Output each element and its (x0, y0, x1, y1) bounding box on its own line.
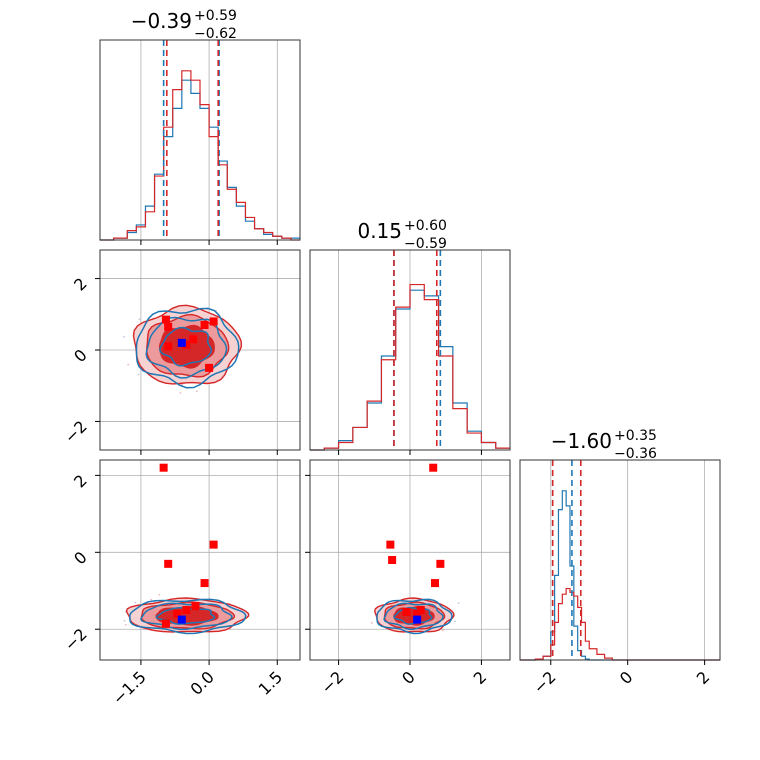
marker-red (200, 579, 209, 588)
sample-speck (441, 629, 444, 632)
sample-speck (123, 619, 126, 622)
sample-speck (195, 390, 198, 393)
x-tick-label: 1.5 (255, 667, 286, 698)
x-tick-label: 0 (616, 667, 637, 688)
x-tick-label: 0 (398, 667, 419, 688)
marker-red (164, 322, 173, 331)
sample-speck (179, 392, 182, 394)
scatter-panel-r1c0 (99, 249, 301, 451)
sample-speck (124, 623, 127, 626)
marker-red (189, 335, 198, 344)
hist-panel-3: −1.60 +0.35 −0.36 (519, 428, 721, 661)
marker-red (161, 315, 170, 324)
contour-blue-inner (155, 606, 216, 625)
panel-title-upper-error: +0.35 (614, 428, 657, 444)
x-tick-label: −2 (529, 667, 559, 697)
y-tick-label: 2 (70, 471, 91, 492)
contour-blue-outer (135, 307, 240, 389)
x-tick-label: −1.5 (109, 667, 150, 708)
sample-speck (181, 383, 183, 386)
scatter-panel-r2c1 (309, 459, 511, 661)
marker-red (209, 540, 218, 549)
sample-speck (457, 602, 460, 605)
marker-blue (177, 615, 186, 624)
marker-red (200, 321, 209, 329)
marker-blue (413, 615, 422, 624)
histogram-blue (520, 490, 720, 661)
marker-red (182, 606, 191, 614)
panel-content (100, 250, 300, 450)
marker-red (413, 609, 422, 618)
sample-speck (134, 601, 137, 604)
marker-red (159, 463, 168, 472)
histogram-red (310, 283, 510, 451)
panel-title-value: 0.15 (357, 219, 402, 243)
x-tick-label: 2 (693, 667, 714, 688)
marker-red (161, 619, 170, 628)
contour-blue-outer (376, 598, 453, 635)
marker-red (209, 317, 218, 326)
marker-red (164, 559, 173, 568)
sample-speck (370, 622, 373, 624)
panel-title-value: −0.39 (131, 9, 192, 33)
marker-red (386, 540, 395, 549)
marker-red (205, 363, 214, 372)
histogram-red (520, 587, 720, 661)
axes-frame (99, 39, 301, 241)
panel-title-lower-error: −0.59 (404, 236, 447, 252)
y-tick-label: −2 (61, 417, 91, 447)
scatter-panel-r2c0 (99, 459, 301, 661)
panel-title-upper-error: +0.59 (194, 8, 237, 24)
axes-frame (99, 459, 301, 661)
marker-red (431, 579, 439, 588)
panel-content (100, 460, 300, 660)
panel-title-upper-error: +0.60 (404, 218, 447, 234)
x-tick-label: 2 (470, 667, 491, 688)
sample-speck (137, 373, 140, 376)
contour-red-inner (155, 606, 219, 626)
marker-red (436, 559, 445, 568)
marker-red (191, 602, 200, 611)
marker-red (164, 342, 173, 351)
panel-title-lower-error: −0.62 (194, 26, 237, 42)
contour-blue-outer (129, 598, 247, 635)
panel-title-value: −1.60 (551, 429, 612, 453)
sample-speck (454, 620, 456, 623)
marker-red (182, 340, 191, 349)
sample-speck (138, 318, 141, 321)
y-tick-label: −2 (61, 625, 91, 655)
hist-panel-1: −0.39 +0.59 −0.62 (99, 8, 301, 241)
axes-frame (519, 459, 721, 661)
hist-panel-2: 0.15 +0.60 −0.59 (309, 218, 511, 451)
x-tick-label: −2 (317, 667, 347, 697)
sample-speck (127, 363, 130, 366)
y-tick-label: 2 (70, 274, 91, 295)
panel-content (310, 460, 510, 660)
marker-red (388, 556, 397, 564)
x-tick-label: 0.0 (186, 667, 217, 698)
contour-blue-mid (140, 602, 233, 631)
panel-title-lower-error: −0.36 (614, 446, 657, 462)
sample-speck (150, 598, 153, 601)
sample-speck (123, 335, 125, 338)
marker-red (402, 607, 411, 616)
marker-blue (177, 338, 186, 347)
y-tick-label: 0 (70, 548, 91, 569)
contour-blue-inner (159, 326, 212, 367)
marker-red (429, 463, 438, 472)
histogram-red (100, 70, 300, 241)
marker-red (173, 609, 182, 618)
sample-speck (158, 593, 161, 596)
y-tick-label: 0 (70, 345, 91, 366)
contour-blue-mid (383, 602, 444, 631)
contour-blue-mid (145, 316, 228, 379)
